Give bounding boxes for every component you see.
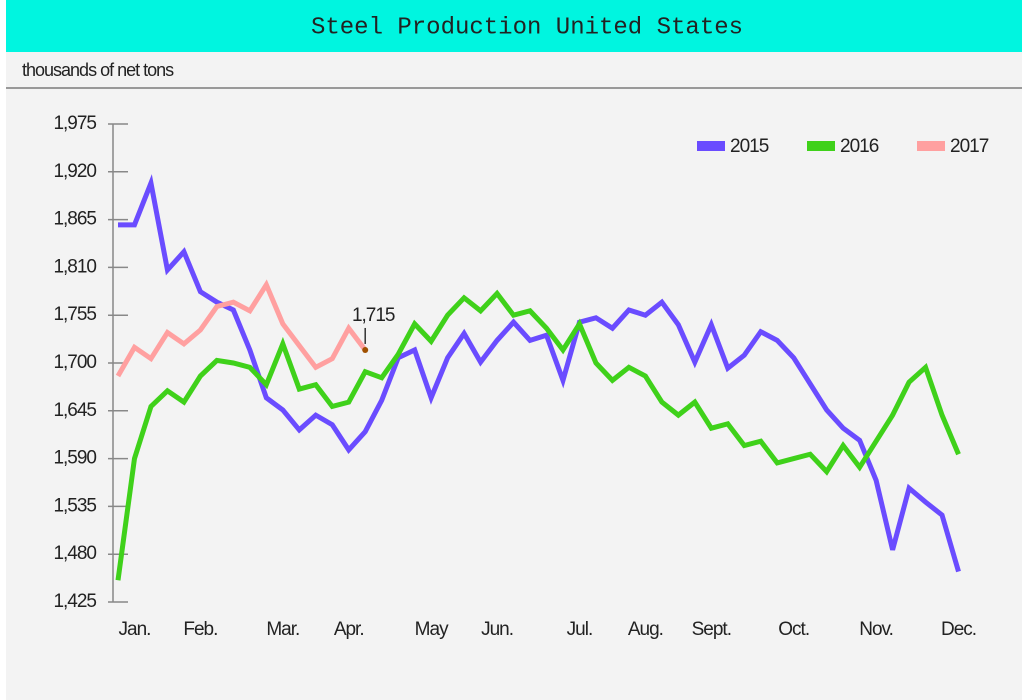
y-tick-label: 1,425 (53, 591, 96, 612)
legend-label: 2017 (950, 136, 989, 157)
line-2017 (115, 279, 368, 378)
y-tick-label: 1,865 (53, 209, 96, 230)
x-tick-label: May (415, 619, 449, 640)
y-tick-label: 1,975 (53, 113, 96, 134)
legend-swatch (807, 141, 835, 151)
x-tick-label: Feb. (183, 619, 217, 640)
y-tick-label: 1,810 (53, 256, 96, 277)
x-tick-label: Jan. (119, 619, 151, 640)
subtitle: thousands of net tons (22, 60, 174, 80)
background (6, 0, 1022, 700)
y-tick-label: 1,535 (53, 495, 96, 516)
y-tick-label: 1,920 (53, 161, 96, 182)
y-tick-label: 1,755 (53, 304, 96, 325)
legend-swatch (917, 141, 945, 151)
y-tick-label: 1,645 (53, 400, 96, 421)
x-tick-label: Nov. (859, 619, 893, 640)
legend-label: 2016 (840, 136, 879, 157)
legend-label: 2015 (730, 136, 769, 157)
x-tick-label: Apr. (334, 619, 364, 640)
y-tick-label: 1,590 (53, 448, 96, 469)
x-tick-label: Oct. (778, 619, 809, 640)
chart-title: Steel Production United States (311, 14, 743, 41)
y-tick-label: 1,700 (53, 352, 96, 373)
x-tick-label: Sept. (692, 619, 731, 640)
x-tick-label: Jul. (567, 619, 593, 640)
line-2016 (115, 289, 961, 581)
title-bar (6, 0, 1022, 52)
data-label: 1,715 (352, 305, 395, 326)
x-tick-label: Mar. (266, 619, 299, 640)
x-tick-label: Aug. (628, 619, 663, 640)
y-tick-label: 1,480 (53, 543, 96, 564)
annotation-dot (362, 346, 369, 353)
legend-swatch (697, 141, 725, 151)
x-tick-label: Jun. (481, 619, 513, 640)
x-tick-label: Dec. (941, 619, 976, 640)
